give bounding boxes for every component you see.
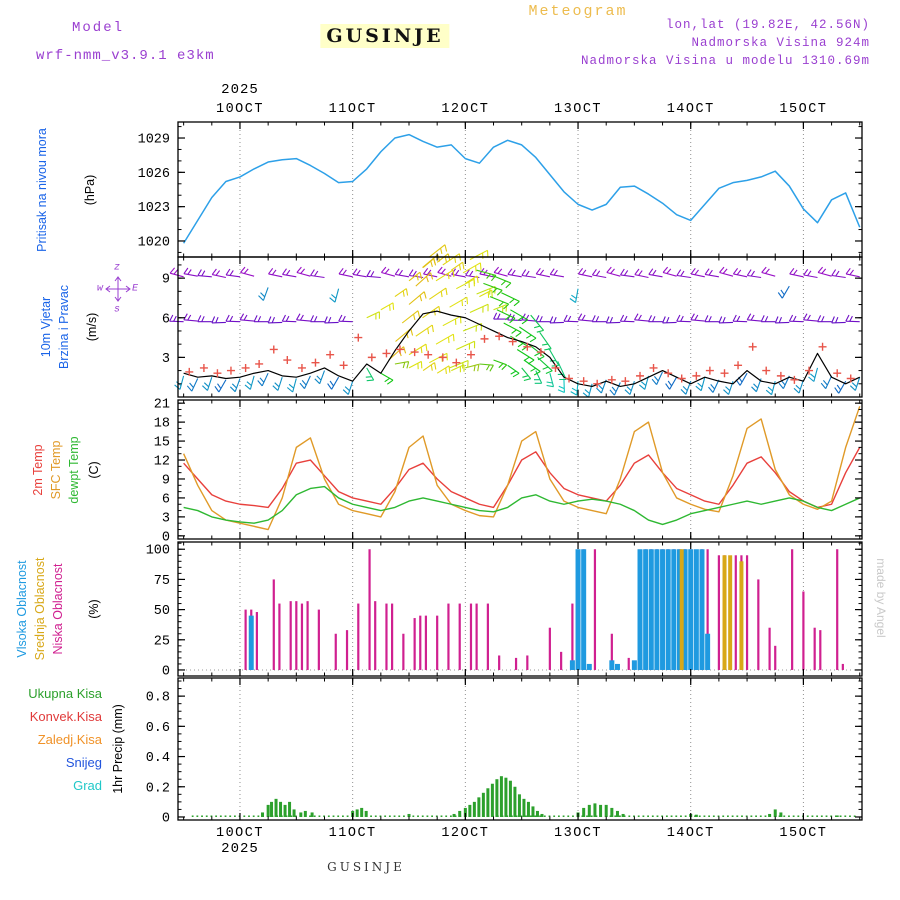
svg-text:15OCT: 15OCT bbox=[779, 102, 827, 117]
watermark: made by Angel bbox=[874, 558, 888, 638]
compass-right-label: E bbox=[131, 283, 139, 295]
svg-text:1020: 1020 bbox=[138, 235, 170, 250]
compass-down-label: s bbox=[113, 304, 121, 316]
svg-text:2025: 2025 bbox=[221, 841, 259, 857]
svg-text:10OCT: 10OCT bbox=[216, 102, 264, 117]
pressure-axis-unit: (hPa) bbox=[83, 174, 97, 206]
lonlat-text: lon,lat (19.82E, 42.56N) bbox=[665, 18, 870, 32]
model-name: wrf-nmm_v3.9.1 e3km bbox=[36, 48, 215, 64]
temp-sfc-label: SFC Temp bbox=[49, 440, 63, 500]
svg-text:11OCT: 11OCT bbox=[329, 826, 377, 841]
svg-text:50: 50 bbox=[154, 604, 170, 619]
model-label: Model bbox=[72, 20, 125, 36]
svg-text:21: 21 bbox=[154, 398, 170, 413]
precip-total-label: Ukupna Kisa bbox=[28, 686, 102, 701]
cloud-low-label: Niska Oblacnost bbox=[51, 563, 65, 655]
meteogram-title: Meteogram bbox=[528, 3, 628, 20]
temp-2m-label: 2m Temp bbox=[31, 444, 45, 496]
hail-label: Grad bbox=[73, 778, 102, 793]
elevation-text: Nadmorska Visina 924m bbox=[691, 36, 870, 51]
pressure-axis-title: Pritisak na nivou mora bbox=[35, 128, 49, 252]
footer-station-label: GUSINJE bbox=[327, 860, 405, 874]
svg-text:15: 15 bbox=[154, 436, 170, 451]
svg-text:6: 6 bbox=[162, 492, 170, 507]
wind-axis-title-1: 10m Vjetar bbox=[39, 296, 53, 358]
station-title: GUSINJE bbox=[320, 24, 450, 48]
svg-text:0: 0 bbox=[162, 664, 170, 679]
svg-text:0.4: 0.4 bbox=[146, 751, 170, 766]
svg-text:9: 9 bbox=[162, 273, 170, 288]
wind-axis-unit: (m/s) bbox=[85, 312, 99, 342]
svg-text:18: 18 bbox=[154, 417, 170, 432]
cloud-mid-label: Srednja Oblacnost bbox=[33, 557, 47, 661]
svg-text:15OCT: 15OCT bbox=[779, 826, 827, 841]
svg-text:3: 3 bbox=[162, 352, 170, 367]
svg-text:11OCT: 11OCT bbox=[329, 102, 377, 117]
compass-up-label: z bbox=[113, 262, 121, 274]
temp-dewpt-label: dewpt Temp bbox=[67, 436, 81, 504]
svg-text:10OCT: 10OCT bbox=[216, 826, 264, 841]
header-right-block: lon,lat (19.82E, 42.56N) Nadmorska Visin… bbox=[581, 16, 870, 70]
svg-text:1029: 1029 bbox=[138, 133, 170, 148]
svg-text:0.6: 0.6 bbox=[146, 721, 170, 736]
svg-text:12OCT: 12OCT bbox=[441, 826, 489, 841]
precip-axis-unit: 1hr Precip (mm) bbox=[111, 704, 125, 794]
svg-text:1023: 1023 bbox=[138, 201, 170, 216]
svg-text:75: 75 bbox=[154, 574, 170, 589]
temp-axis-unit: (C) bbox=[87, 461, 101, 479]
svg-text:0: 0 bbox=[162, 811, 170, 826]
cloud-axis-unit: (%) bbox=[87, 599, 101, 619]
svg-text:13OCT: 13OCT bbox=[554, 102, 602, 117]
svg-text:14OCT: 14OCT bbox=[667, 826, 715, 841]
svg-text:0.2: 0.2 bbox=[146, 781, 170, 796]
model-elevation-text: Nadmorska Visina u modelu 1310.69m bbox=[580, 54, 870, 69]
precip-stratiform-label: Zaledj.Kisa bbox=[37, 732, 102, 747]
svg-text:14OCT: 14OCT bbox=[667, 102, 715, 117]
compass-left-label: w bbox=[96, 283, 104, 295]
wind-axis-title-2: Brzina i Pravac bbox=[57, 284, 71, 370]
svg-text:1026: 1026 bbox=[138, 167, 170, 182]
svg-text:3: 3 bbox=[162, 511, 170, 526]
svg-text:100: 100 bbox=[146, 544, 170, 559]
svg-text:13OCT: 13OCT bbox=[554, 826, 602, 841]
snow-label: Snijeg bbox=[65, 755, 102, 770]
svg-text:2025: 2025 bbox=[221, 82, 259, 98]
svg-text:9: 9 bbox=[162, 473, 170, 488]
svg-text:12OCT: 12OCT bbox=[441, 102, 489, 117]
svg-text:12: 12 bbox=[154, 455, 170, 470]
svg-text:0.8: 0.8 bbox=[146, 691, 170, 706]
svg-text:6: 6 bbox=[162, 312, 170, 327]
svg-text:25: 25 bbox=[154, 634, 170, 649]
precip-convective-label: Konvek.Kisa bbox=[29, 709, 102, 724]
svg-text:0: 0 bbox=[162, 530, 170, 545]
cloud-high-label: Vlsoka Oblacnost bbox=[15, 560, 29, 658]
